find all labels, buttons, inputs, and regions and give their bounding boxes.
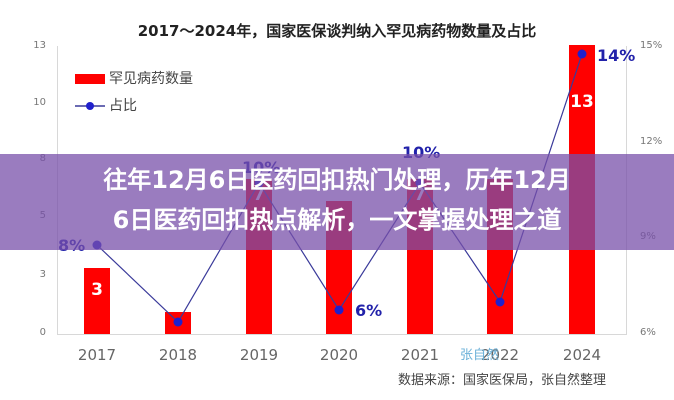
overlay-headline: 往年12月6日医药回扣热门处理，历年12月 6日医药回扣热点解析，一文掌握处理之…	[0, 160, 674, 240]
bar-2017	[84, 268, 110, 334]
overlay-line-1: 往年12月6日医药回扣热门处理，历年12月	[103, 166, 571, 194]
x-label: 2021	[400, 346, 440, 364]
pct-label-2020: 6%	[355, 301, 383, 320]
left-tick: 13	[33, 40, 46, 51]
bar-label-2024: 13	[570, 92, 594, 112]
right-tick: 12%	[640, 136, 663, 147]
right-tick: 15%	[640, 40, 663, 51]
overlay-line-2: 6日医药回扣热点解析，一文掌握处理之道	[112, 206, 562, 234]
left-tick: 3	[39, 269, 46, 280]
legend-bar: 罕见病药数量	[75, 68, 193, 88]
source-note: 数据来源：国家医保局，张自然整理	[398, 373, 607, 388]
legend-line: 占比	[75, 95, 137, 115]
chart-title: 2017～2024年，国家医保谈判纳入罕见病药物数量及占比	[137, 22, 537, 40]
title-overlay	[0, 154, 674, 250]
x-label: 2018	[158, 346, 198, 364]
pct-label-2024: 14%	[597, 46, 636, 65]
left-tick: 10	[33, 97, 46, 108]
right-tick: 6%	[640, 327, 656, 338]
x-axis-line	[57, 334, 627, 335]
x-label: 2024	[562, 346, 602, 364]
x-label: 2019	[239, 346, 279, 364]
bar-swatch-icon	[75, 74, 105, 84]
x-label: 2017	[77, 346, 117, 364]
left-tick: 0	[39, 327, 46, 338]
watermark: 张自然	[460, 348, 500, 363]
legend-line-label: 占比	[109, 98, 137, 114]
bar-label-2017: 3	[91, 280, 103, 300]
x-label: 2022	[480, 346, 520, 364]
line-marker-icon	[75, 102, 105, 110]
x-label: 2020	[319, 346, 359, 364]
legend-bar-label: 罕见病药数量	[109, 71, 193, 87]
